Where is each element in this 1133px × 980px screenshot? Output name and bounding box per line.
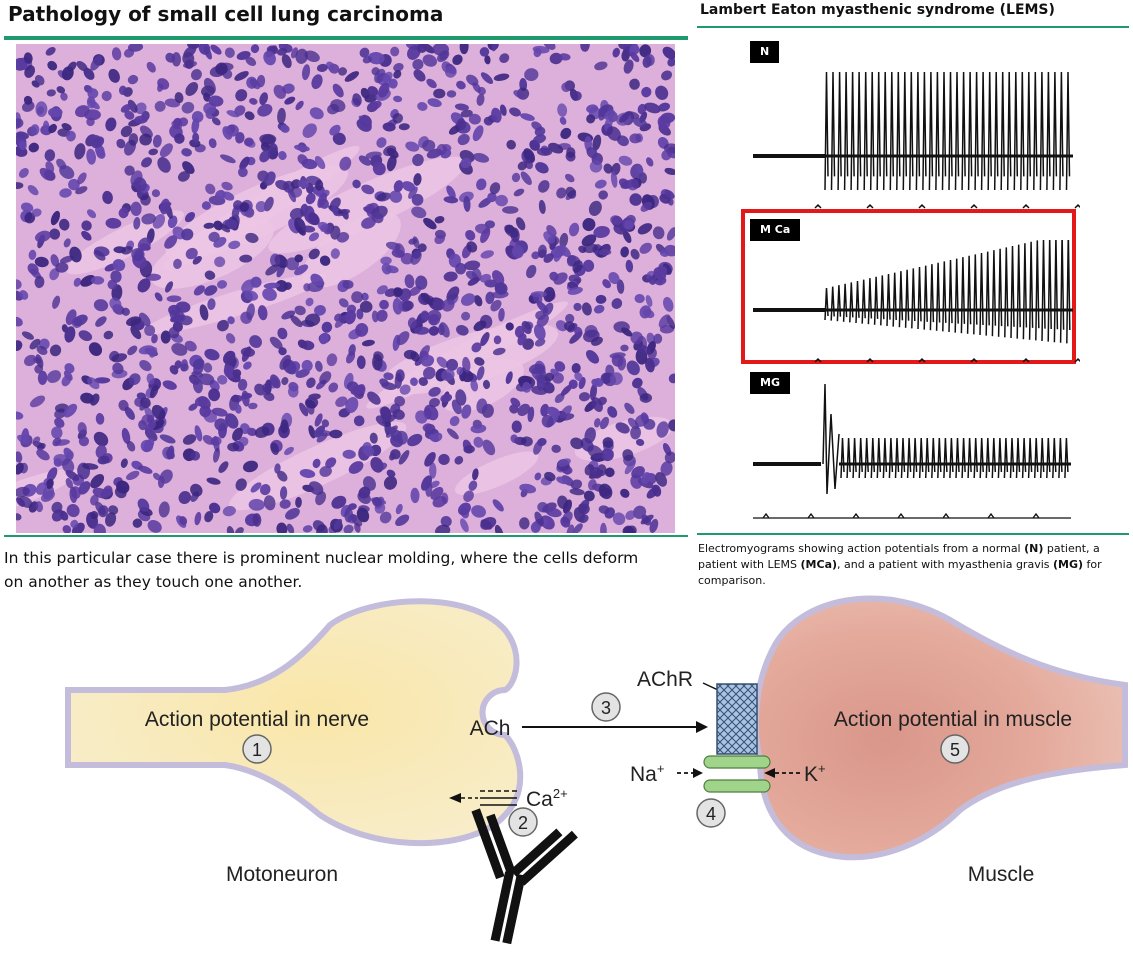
motoneuron-label: Motoneuron <box>226 863 338 886</box>
ion-channel-top <box>703 755 771 769</box>
ca-channel-lines <box>480 790 517 806</box>
svg-text:1: 1 <box>252 740 262 760</box>
right-panel-title: Lambert Eaton myasthenic syndrome (LEMS) <box>700 2 1055 18</box>
achr-label: AChR <box>637 668 693 691</box>
k-dashed-arrow <box>764 768 800 778</box>
svg-text:4: 4 <box>706 804 716 824</box>
emg-trace-myasthenia <box>753 383 1071 519</box>
k-label: K+ <box>804 761 826 786</box>
right-title-rule <box>697 26 1129 28</box>
step-5-badge: 5 <box>940 734 970 764</box>
left-title-rule <box>4 36 688 40</box>
svg-text:5: 5 <box>950 740 960 760</box>
step-4-badge: 4 <box>696 798 726 828</box>
antibody-icon <box>471 808 578 945</box>
achr-leader-line <box>702 682 719 691</box>
nerve-ap-label: Action potential in nerve <box>145 708 369 731</box>
muscle-label: Muscle <box>968 863 1035 886</box>
svg-text:3: 3 <box>601 698 611 718</box>
na-label: Na+ <box>630 761 664 786</box>
muscle-ap-label: Action potential in muscle <box>834 708 1072 731</box>
na-dashed-arrow <box>677 768 703 778</box>
step-3-badge: 3 <box>591 692 621 722</box>
left-panel-title: Pathology of small cell lung carcinoma <box>8 2 444 26</box>
step-2-badge: 2 <box>508 807 538 837</box>
emg-trace-lems <box>753 240 1080 363</box>
lems-highlight-box <box>741 209 1076 364</box>
emg-label-mca: M Ca <box>750 219 801 241</box>
histology-image <box>16 44 675 533</box>
achr-receptor <box>716 683 758 755</box>
emg-label-mg: MG <box>750 372 790 394</box>
left-caption-rule <box>4 535 688 537</box>
histology-micrograph <box>16 44 675 533</box>
step-1-badge: 1 <box>242 734 272 764</box>
neuromuscular-junction-diagram: Action potential in nerve Action potenti… <box>65 595 1128 945</box>
right-caption-rule <box>697 533 1129 535</box>
ion-channel-bottom <box>703 779 771 793</box>
ca-label: Ca2+ <box>526 786 568 811</box>
ach-label: ACh <box>470 717 511 740</box>
nerve-terminal <box>65 598 524 847</box>
ach-arrow <box>522 721 708 733</box>
emg-trace-normal <box>753 71 1080 209</box>
histology-caption: In this particular case there is promine… <box>4 549 639 591</box>
svg-text:2: 2 <box>518 813 528 833</box>
ca-dashed-arrow <box>449 793 478 803</box>
emg-caption: Electromyograms showing action potential… <box>698 542 1102 587</box>
emg-label-n: N <box>750 41 780 63</box>
